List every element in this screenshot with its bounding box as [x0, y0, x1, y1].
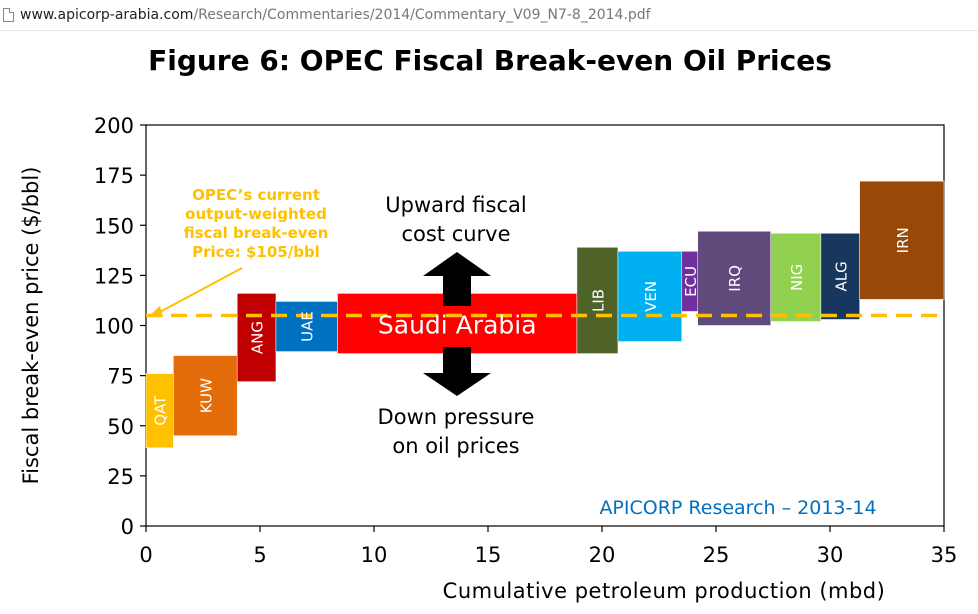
opec-pointer-arrowhead	[149, 306, 163, 317]
opec-annotation-line: fiscal break-even	[184, 224, 329, 242]
upward-annotation-line: cost curve	[401, 222, 510, 246]
bar-label-ven: VEN	[642, 281, 660, 312]
y-tick-label: 0	[121, 515, 134, 539]
opec-pointer-line	[157, 267, 243, 314]
bar-irq	[697, 231, 771, 326]
chart-title: Figure 6: OPEC Fiscal Break-even Oil Pri…	[148, 44, 832, 77]
x-tick-label: 25	[703, 543, 730, 567]
down-arrow-icon	[423, 347, 491, 396]
y-axis-label: Fiscal break-even price ($/bbl)	[19, 167, 43, 485]
y-tick-label: 150	[94, 214, 134, 238]
bar-nig	[770, 233, 822, 322]
bar-lib	[576, 247, 619, 354]
y-tick-label: 175	[94, 164, 134, 188]
bar-label-alg: ALG	[832, 261, 850, 291]
x-tick-label: 35	[931, 543, 958, 567]
opec-breakeven-chart: Figure 6: OPEC Fiscal Break-even Oil Pri…	[19, 44, 958, 603]
bar-ang	[236, 293, 277, 382]
url-path: /Research/Commentaries/2014/Commentary_V…	[193, 7, 651, 23]
y-tick-label: 100	[94, 315, 134, 339]
bar-label-kuw: KUW	[197, 378, 215, 413]
bar-label-nig: NIG	[788, 264, 806, 291]
x-axis-label: Cumulative petroleum production (mbd)	[443, 579, 886, 603]
bar-ven	[617, 251, 683, 342]
bar-label-qat: QAT	[152, 395, 170, 426]
bar-label-ang: ANG	[249, 321, 267, 354]
y-tick-label: 25	[107, 465, 134, 489]
x-tick-label: 10	[361, 543, 388, 567]
y-tick-label: 50	[107, 415, 134, 439]
bar-qat	[145, 373, 174, 449]
opec-annotation-line: OPEC’s current	[192, 186, 320, 204]
down-annotation-line: on oil prices	[392, 434, 519, 458]
y-tick-label: 200	[94, 114, 134, 138]
bar-kuw	[173, 355, 238, 437]
opec-annotation-line: output-weighted	[185, 205, 327, 223]
x-tick-label: 5	[253, 543, 266, 567]
page-icon	[3, 8, 14, 22]
address-bar[interactable]: www.apicorp-arabia.com/Research/Commenta…	[0, 0, 978, 31]
down-annotation-line: Down pressure	[378, 405, 535, 429]
bar-label-irn: IRN	[894, 227, 912, 253]
bar-label-saudi-arabia: Saudi Arabia	[378, 310, 537, 339]
upward-annotation-line: Upward fiscal	[385, 193, 526, 217]
x-tick-label: 15	[475, 543, 502, 567]
x-tick-label: 20	[589, 543, 616, 567]
opec-annotation-line: Price: $105/bbl	[192, 243, 320, 261]
bar-label-irq: IRQ	[726, 265, 744, 292]
bar-label-lib: LIB	[589, 289, 607, 312]
x-tick-label: 0	[139, 543, 152, 567]
up-arrow-icon	[423, 252, 491, 306]
y-tick-label: 125	[94, 264, 134, 288]
bar-label-uae: UAE	[299, 311, 317, 342]
source-credit: APICORP Research – 2013-14	[599, 497, 876, 519]
x-tick-label: 30	[817, 543, 844, 567]
url-host: www.apicorp-arabia.com	[20, 7, 194, 23]
bar-alg	[820, 233, 860, 320]
y-tick-label: 75	[107, 365, 134, 389]
bar-irn	[859, 180, 945, 300]
bar-label-ecu: ECU	[682, 266, 700, 297]
